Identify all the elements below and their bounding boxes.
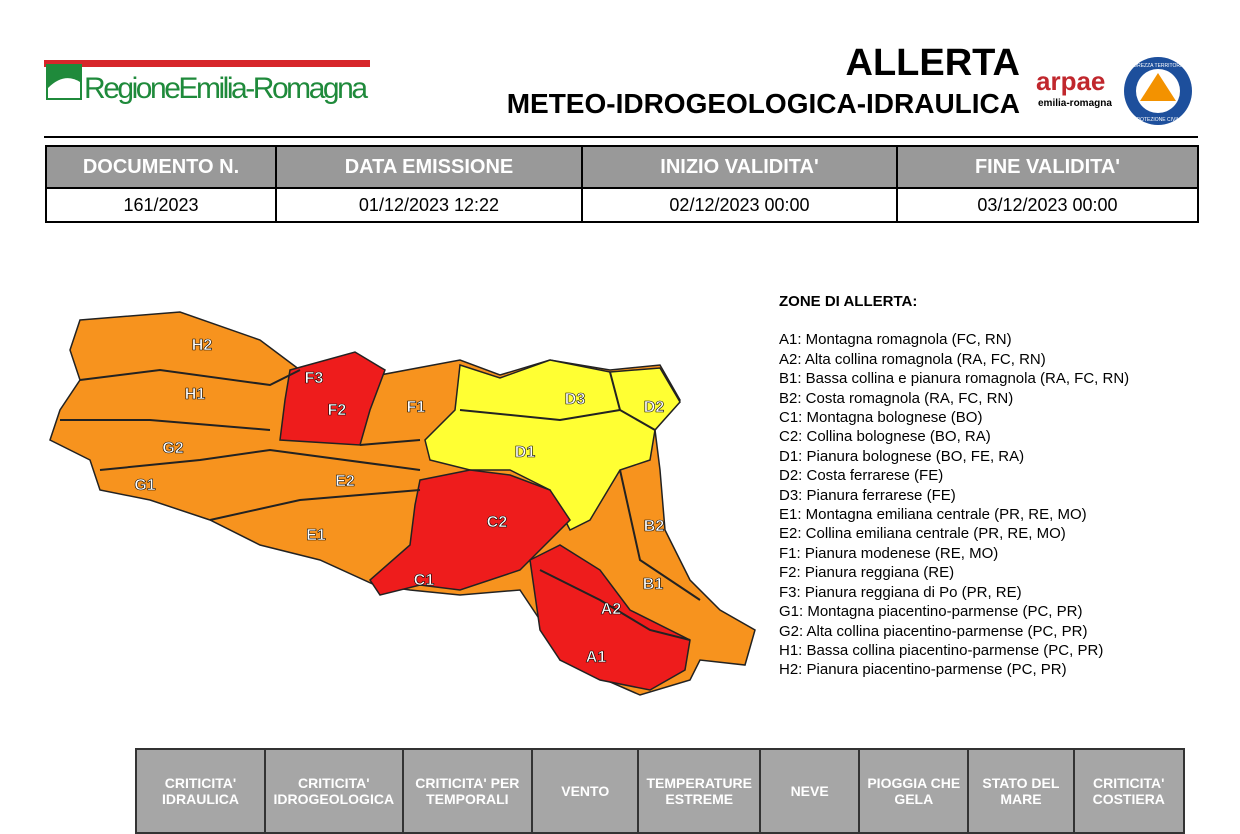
arpae: arpae [1036, 66, 1106, 96]
legend-item: B2: Costa romagnola (RA, FC, RN) [779, 389, 1014, 407]
pc-top: SICUREZZA TERRITORIALE [1125, 63, 1191, 69]
zone-label: H1 [185, 386, 206, 403]
zone-label: A1 [586, 649, 607, 666]
zone-label: C1 [414, 572, 435, 589]
legend-item: G2: Alta collina piacentino-parmense (PC… [779, 622, 1088, 640]
zone-label: D3 [565, 391, 586, 408]
zone-label: G2 [162, 440, 183, 457]
cell: 03/12/2023 00:00 [896, 187, 1199, 223]
header-cell: CRITICITA' IDROGEOLOGICA [263, 748, 404, 834]
cell: DATA EMISSIONE [275, 145, 583, 189]
header-cell: VENTO [531, 748, 640, 834]
header-cell: NEVE [759, 748, 861, 834]
arpae-sub: emilia-romagna [1038, 98, 1112, 109]
legend-title: ZONE DI ALLERTA: [779, 293, 918, 310]
legend-item: D3: Pianura ferrarese (FE) [779, 486, 956, 504]
legend-item: E1: Montagna emiliana centrale (PR, RE, … [779, 506, 1087, 524]
info-table: DOCUMENTO N. DATA EMISSIONE INIZIO VALIDIT… [45, 145, 1199, 223]
header-cell: TEMPERATURE ESTREME [637, 748, 762, 834]
cell: INIZIO VALIDITA' [581, 145, 898, 189]
cell: FINE VALIDITA' [896, 145, 1199, 189]
rule [44, 136, 1198, 138]
zone-label: E2 [335, 473, 355, 490]
legend-item: H1: Bassa collina piacentino-parmense (P… [779, 641, 1104, 659]
header-cell: PIOGGIA CHE GELA [858, 748, 970, 834]
zone-label: F1 [407, 399, 426, 416]
zone-label: B2 [644, 518, 665, 535]
header-cell: CRITICITA' IDRAULICA [135, 748, 266, 834]
zone-label: H2 [192, 337, 213, 354]
zone-label: G1 [134, 477, 155, 494]
legend-item: B1: Bassa collina e pianura romagnola (R… [779, 370, 1130, 388]
zone-label: F2 [328, 402, 347, 419]
zone-label: B1 [643, 576, 664, 593]
zone-label: F3 [305, 370, 324, 387]
legend-item: D2: Costa ferrarese (FE) [779, 467, 944, 485]
logo-text: RegioneEmilia-Romagna [84, 72, 368, 104]
legend: ZONE DI ALLERTA: A1: Montagna romagnola … [779, 292, 1129, 680]
header-cell: STATO DEL MARE [967, 748, 1075, 834]
zone-label: E1 [306, 527, 326, 544]
bottom-table: CRITICITA' IDRAULICA CRITICITA' IDROGEOLO… [135, 748, 1185, 834]
cell: DOCUMENTO N. [45, 145, 277, 189]
pc-logo: SICUREZZA TERRITORIALE PROTEZIONE CIVILE [1124, 57, 1192, 125]
cell: 01/12/2023 12:22 [275, 187, 583, 223]
cell: 161/2023 [45, 187, 277, 223]
legend-item: C2: Collina bolognese (BO, RA) [779, 428, 991, 446]
legend-item: A2: Alta collina romagnola (RA, FC, RN) [779, 350, 1046, 368]
cell: 02/12/2023 00:00 [581, 187, 898, 223]
zone-label: A2 [601, 601, 622, 618]
zone-label: C2 [487, 514, 508, 531]
zone-label: D1 [515, 444, 536, 461]
header-cell: CRITICITA' PER TEMPORALI [401, 748, 534, 834]
legend-item: G1: Montagna piacentino-parmense (PC, PR… [779, 603, 1083, 621]
legend-item: F3: Pianura reggiana di Po (PR, RE) [779, 583, 1022, 601]
pc-bottom: PROTEZIONE CIVILE [1133, 117, 1183, 123]
subtitle: METEO-IDROGEOLOGICA-IDRAULICA [506, 88, 1020, 119]
legend-item: F2: Pianura reggiana (RE) [779, 564, 955, 582]
legend-item: E2: Collina emiliana centrale (PR, RE, M… [779, 525, 1066, 543]
legend-item: A1: Montagna romagnola (FC, RN) [779, 331, 1012, 349]
legend-item: F1: Pianura modenese (RE, MO) [779, 544, 999, 562]
legend-item: D1: Pianura bolognese (BO, FE, RA) [779, 447, 1025, 465]
legend-item: C1: Montagna bolognese (BO) [779, 409, 983, 427]
header-cell: CRITICITA' COSTIERA [1072, 748, 1185, 834]
logo: RegioneEmilia-Romagna [44, 60, 370, 104]
title: ALLERTA [845, 42, 1021, 84]
legend-item: H2: Pianura piacentino-parmense (PC, PR) [779, 661, 1067, 679]
zone-label: D2 [644, 399, 665, 416]
